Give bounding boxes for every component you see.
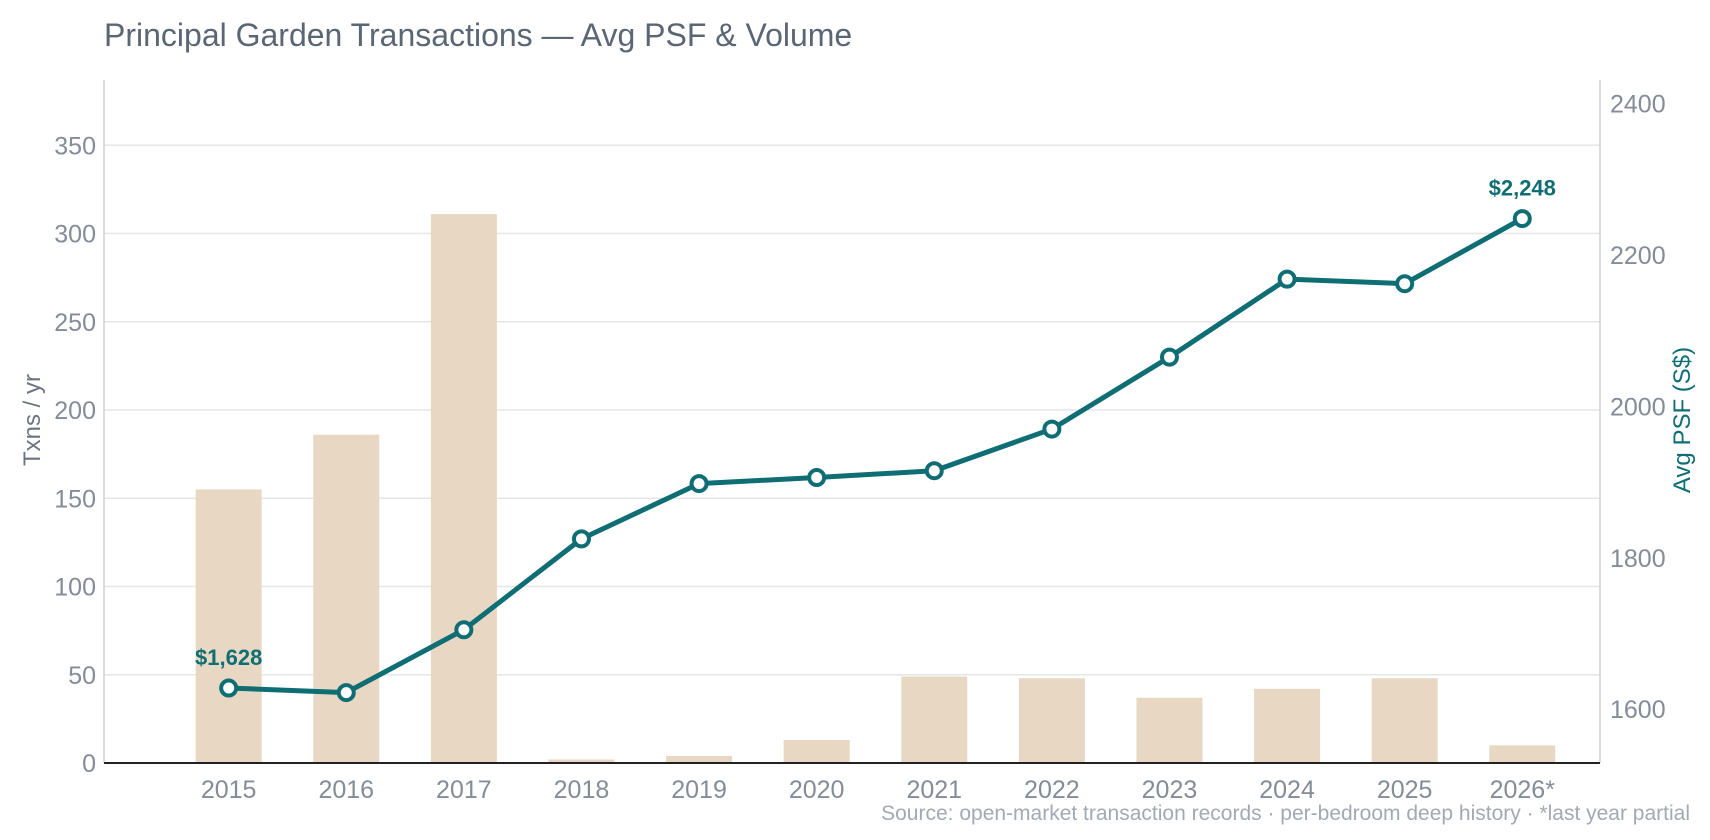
left-tick-label: 200 <box>54 397 96 425</box>
x-tick-label: 2020 <box>789 776 845 804</box>
data-label: $2,248 <box>1489 176 1556 201</box>
bar <box>548 759 615 763</box>
x-tick-label: 2022 <box>1024 776 1080 804</box>
data-labels: $1,628 $2,248 <box>195 176 1556 670</box>
bar <box>195 489 262 763</box>
right-tick-label: 1600 <box>1610 696 1666 724</box>
left-tick-label: 250 <box>54 309 96 337</box>
bar <box>783 740 850 763</box>
psf-point <box>689 474 709 494</box>
psf-point <box>1395 274 1415 294</box>
right-axis-label: Avg PSF (S$) <box>1669 347 1696 493</box>
psf-point <box>571 529 591 549</box>
bar-series <box>195 214 1556 763</box>
right-tick-label: 1800 <box>1610 545 1666 573</box>
x-tick-label: 2015 <box>201 776 257 804</box>
left-axis-label: Txns / yr <box>19 374 46 466</box>
psf-point <box>219 678 239 698</box>
x-tick-label: 2017 <box>436 776 492 804</box>
psf-line <box>226 216 1525 696</box>
axes <box>103 80 1601 764</box>
bar <box>1018 678 1085 763</box>
source-note: Source: open-market transaction records … <box>881 802 1690 825</box>
x-tick-label: 2026* <box>1490 776 1556 804</box>
x-tick-label: 2023 <box>1142 776 1198 804</box>
right-tick-label: 2400 <box>1610 90 1666 118</box>
left-tick-label: 50 <box>68 662 96 690</box>
x-axis-ticks: 2015 2016 2017 2018 2019 2020 2021 2022 2023 2024… <box>201 776 1555 804</box>
x-tick-label: 2024 <box>1259 776 1315 804</box>
chart-title: Principal Garden Transactions — Avg PSF … <box>104 17 852 53</box>
psf-point <box>336 683 356 703</box>
x-tick-label: 2018 <box>554 776 610 804</box>
psf-point <box>1159 347 1179 367</box>
x-tick-label: 2021 <box>906 776 962 804</box>
psf-point <box>1042 419 1062 439</box>
bar <box>1254 688 1321 763</box>
psf-point <box>807 468 827 488</box>
data-label: $1,628 <box>195 645 262 670</box>
psf-point <box>924 461 944 481</box>
x-tick-label: 2016 <box>318 776 374 804</box>
left-tick-label: 0 <box>82 750 96 778</box>
left-tick-label: 350 <box>54 132 96 160</box>
left-tick-label: 100 <box>54 574 96 602</box>
right-tick-label: 2000 <box>1610 393 1666 421</box>
bar <box>901 676 968 763</box>
bar <box>313 434 380 763</box>
psf-point <box>1277 269 1297 289</box>
left-axis-ticks: 0 50 100 150 200 250 300 350 <box>54 132 96 778</box>
line-series <box>219 209 1532 703</box>
left-tick-label: 300 <box>54 221 96 249</box>
bar <box>666 755 733 763</box>
right-tick-label: 2200 <box>1610 242 1666 270</box>
right-axis-ticks: 1600 1800 2000 2200 2400 <box>1610 90 1666 724</box>
bar <box>1371 678 1438 763</box>
x-tick-label: 2019 <box>671 776 727 804</box>
bar <box>1136 697 1203 763</box>
psf-point <box>454 620 474 640</box>
bar <box>430 214 497 763</box>
bar <box>1489 745 1556 763</box>
x-tick-label: 2025 <box>1377 776 1433 804</box>
left-tick-label: 150 <box>54 485 96 513</box>
psf-point <box>1512 209 1532 229</box>
